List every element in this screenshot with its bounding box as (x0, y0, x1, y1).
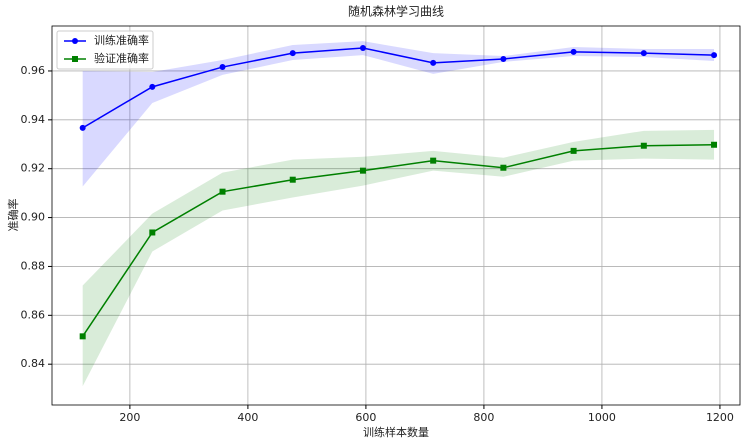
y-tick-label: 0.88 (21, 259, 46, 272)
y-tick-label: 0.94 (21, 113, 46, 126)
data-point (430, 59, 437, 66)
series-line (82, 144, 715, 337)
data-point (219, 64, 226, 71)
data-point (570, 48, 577, 55)
y-tick-label: 0.96 (21, 64, 46, 77)
y-tick-label: 0.86 (21, 308, 46, 321)
legend-label: 验证准确率 (94, 51, 149, 65)
x-tick-label: 400 (237, 411, 258, 424)
confidence-band (82, 41, 715, 187)
legend-marker (72, 56, 78, 62)
legend-label: 训练准确率 (94, 33, 149, 47)
x-axis-label: 训练样本数量 (363, 425, 429, 439)
legend-marker (72, 38, 78, 44)
data-point (289, 176, 296, 183)
y-tick-label: 0.84 (21, 357, 46, 370)
data-point (711, 141, 718, 148)
x-tick-label: 1200 (706, 411, 734, 424)
series-line (82, 47, 715, 129)
data-point (289, 50, 296, 57)
data-point (430, 157, 437, 164)
data-point (79, 124, 86, 131)
data-point (500, 164, 507, 171)
data-point (149, 83, 156, 90)
data-point (359, 167, 366, 174)
x-tick-label: 200 (119, 411, 140, 424)
data-point (640, 50, 647, 57)
data-point (359, 44, 366, 51)
y-tick-label: 0.92 (21, 162, 46, 175)
chart-title: 随机森林学习曲线 (348, 4, 444, 19)
data-point (640, 142, 647, 149)
y-tick-label: 0.90 (21, 211, 46, 224)
x-tick-label: 800 (473, 411, 494, 424)
confidence-band (82, 129, 715, 387)
plot-frame (51, 25, 741, 406)
data-point (149, 229, 156, 236)
data-point (79, 333, 86, 340)
y-axis-label: 准确率 (6, 199, 20, 232)
x-tick-label: 600 (355, 411, 376, 424)
data-point (711, 52, 718, 59)
data-point (500, 55, 507, 62)
data-point (570, 147, 577, 154)
x-tick-label: 1000 (588, 411, 616, 424)
data-point (219, 188, 226, 195)
